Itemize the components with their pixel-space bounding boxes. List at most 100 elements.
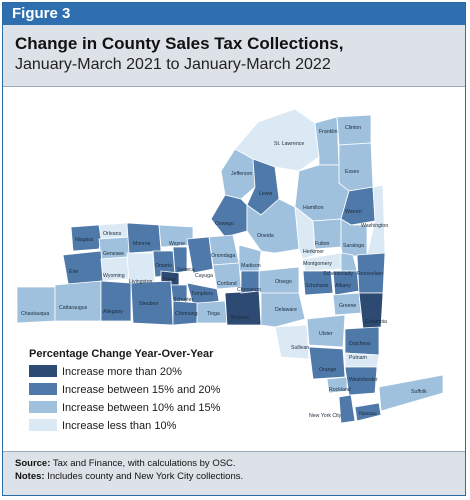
county-label-warren: Warren — [345, 209, 362, 215]
county-schuyler — [170, 284, 188, 302]
county-label-saratoga: Saratoga — [343, 243, 364, 249]
county-label-cortland: Cortland — [217, 281, 237, 287]
county-schoharie — [302, 270, 334, 296]
county-label-albany: Albany — [335, 283, 351, 289]
county-label-rockland: Rockland — [329, 387, 351, 393]
county-label-livingston: Livingston — [129, 279, 152, 285]
county-label-genesee: Genesee — [103, 251, 124, 257]
county-label-jefferson: Jefferson — [231, 171, 252, 177]
county-label-new-york-city: New York City — [309, 413, 342, 419]
county-label-erie: Erie — [69, 269, 78, 275]
county-label-cayuga: Cayuga — [195, 273, 213, 279]
county-label-columbia: Columbia — [365, 319, 387, 325]
county-delaware — [260, 292, 306, 328]
county-herkimer — [294, 206, 316, 260]
county-label-steuben: Steuben — [139, 301, 158, 307]
county-new-york-city — [338, 394, 356, 424]
legend-swatch-0 — [29, 365, 57, 377]
county-label-otsego: Otsego — [275, 279, 292, 285]
county-label-oneida: Oneida — [257, 233, 274, 239]
county-monroe — [126, 222, 162, 254]
county-label-chemung: Chemung — [175, 311, 198, 317]
county-label-orleans: Orleans — [103, 231, 122, 237]
county-label-westchester: Westchester — [349, 377, 378, 383]
county-label-delaware: Delaware — [275, 307, 297, 313]
legend-swatch-2 — [29, 401, 57, 413]
county-label-nassau: Nassau — [359, 411, 377, 417]
county-label-wyoming: Wyoming — [103, 273, 125, 279]
title-box: Change in County Sales Tax Collections, … — [3, 25, 465, 87]
county-allegany — [100, 280, 132, 322]
county-warren — [340, 186, 376, 226]
county-label-st-lawrence: St. Lawrence — [274, 141, 304, 147]
county-seneca — [172, 246, 188, 274]
county-label-fulton: Fulton — [315, 241, 330, 247]
county-label-rensselaer: Rensselaer — [357, 271, 384, 277]
county-label-tioga: Tioga — [207, 311, 220, 317]
county-chautauqua — [16, 286, 56, 324]
county-sullivan — [274, 324, 310, 360]
county-label-ontario: Ontario — [155, 263, 172, 269]
legend-swatch-3 — [29, 419, 57, 431]
county-label-yates: Yates — [163, 277, 176, 283]
legend-swatch-1 — [29, 383, 57, 395]
county-label-chautauqua: Chautauqua — [21, 311, 49, 317]
footer-notes: Source: Tax and Finance, with calculatio… — [3, 451, 465, 495]
county-label-niagara: Niagara — [75, 237, 93, 243]
county-label-ulster: Ulster — [319, 331, 333, 337]
county-label-monroe: Monroe — [133, 241, 151, 247]
county-label-franklin: Franklin — [319, 129, 338, 135]
county-onondaga — [208, 234, 240, 266]
county-label-cattaraugus: Cattaraugus — [59, 305, 88, 311]
source-line: Source: Tax and Finance, with calculatio… — [15, 458, 236, 469]
county-columbia — [358, 292, 384, 330]
county-label-greene: Greene — [339, 303, 356, 309]
county-label-washington: Washington — [361, 223, 388, 229]
county-orange — [308, 346, 346, 380]
county-label-chenango: Chenango — [237, 287, 261, 293]
county-chenango — [240, 270, 260, 294]
county-label-oswego: Oswego — [215, 221, 234, 227]
figure-frame: Figure 3 Change in County Sales Tax Coll… — [2, 2, 466, 496]
county-label-allegany: Allegany — [103, 309, 123, 315]
map-area: St. Lawrence Franklin Clinton Essex Jefferso… — [3, 87, 465, 451]
county-label-onondaga: Onondaga — [211, 253, 235, 259]
county-label-lewis: Lewis — [259, 191, 273, 197]
title-line-1: Change in County Sales Tax Collections, — [15, 34, 344, 53]
county-tompkins — [186, 282, 220, 306]
county-label-broome: Broome — [231, 315, 249, 321]
legend-label-3: Increase less than 10% — [62, 420, 177, 432]
county-label-wayne: Wayne — [169, 241, 185, 247]
county-label-herkimer: Herkimer — [303, 249, 324, 255]
legend-label-0: Increase more than 20% — [62, 366, 182, 378]
legend-label-2: Increase between 10% and 15% — [62, 402, 221, 414]
county-ulster — [306, 314, 346, 348]
notes-line: Notes: Includes county and New York City… — [15, 471, 244, 482]
county-label-schenectady: Schenectady — [323, 271, 353, 277]
legend-label-1: Increase between 15% and 20% — [62, 384, 221, 396]
county-label-sullivan: Sullivan — [291, 345, 309, 351]
county-rockland — [326, 376, 348, 394]
county-essex — [338, 142, 374, 192]
county-label-essex: Essex — [345, 169, 360, 175]
county-label-clinton: Clinton — [345, 125, 361, 131]
county-cattaraugus — [54, 280, 102, 322]
legend-title: Percentage Change Year-Over-Year — [29, 348, 214, 360]
legend: Percentage Change Year-Over-Year Increas… — [29, 348, 221, 432]
county-label-dutchess: Dutchess — [349, 341, 371, 347]
county-label-madison: Madison — [241, 263, 261, 269]
county-map: St. Lawrence Franklin Clinton Essex Jefferso… — [16, 108, 444, 432]
county-label-suffolk: Suffolk — [411, 389, 427, 395]
title-line-2: January-March 2021 to January-March 2022 — [15, 56, 331, 73]
county-label-schuyler: Schuyler — [173, 297, 193, 303]
county-suffolk — [378, 374, 444, 412]
county-oswego — [210, 194, 248, 238]
county-label-seneca: Seneca — [177, 267, 195, 273]
county-label-hamilton: Hamilton — [303, 205, 324, 211]
county-label-tompkins: Tompkins — [191, 291, 213, 297]
county-cayuga — [186, 236, 214, 274]
county-label-putnam: Putnam — [349, 355, 367, 361]
county-label-orange: Orange — [319, 367, 336, 373]
county-label-montgomery: Montgomery — [303, 261, 332, 267]
county-nassau — [354, 402, 382, 422]
